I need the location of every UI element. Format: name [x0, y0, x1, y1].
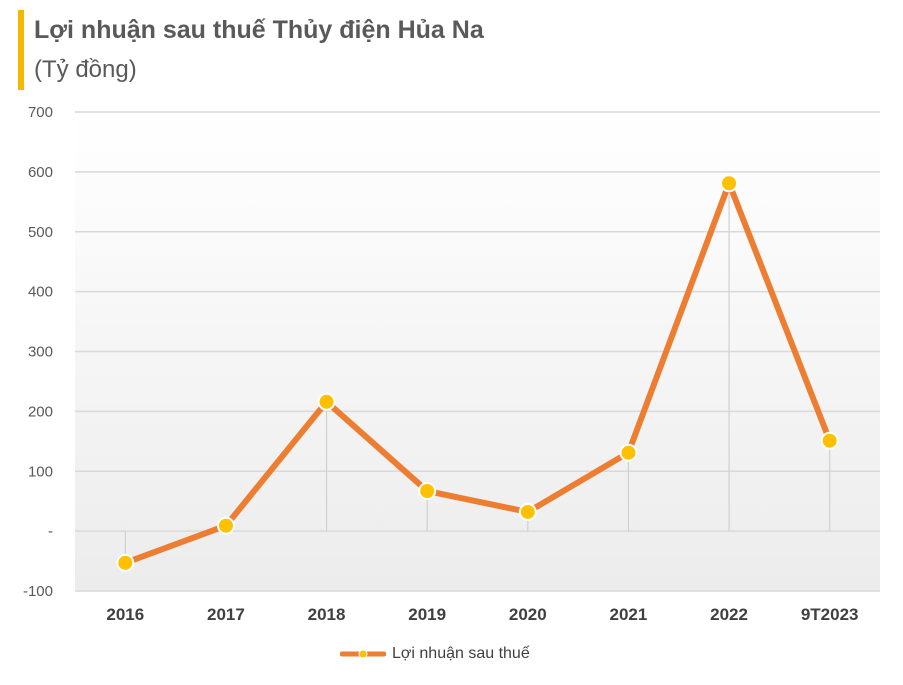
y-tick-label: 600: [28, 164, 53, 181]
y-tick-label: 100: [28, 463, 53, 480]
y-tick-label: -100: [23, 583, 53, 600]
data-point: [720, 174, 739, 193]
data-point: [619, 443, 638, 462]
x-tick-label: 2016: [106, 605, 144, 624]
legend-label: Lợi nhuận sau thuế: [392, 645, 530, 662]
y-tick-label: 400: [28, 284, 53, 301]
y-tick-label: -: [48, 523, 53, 540]
x-tick-label: 9T2023: [801, 605, 859, 624]
chart-title: Lợi nhuận sau thuế Thủy điện Hủa Na: [34, 16, 484, 44]
x-tick-label: 2021: [610, 605, 648, 624]
title-accent-bar: [18, 10, 24, 90]
chart-subtitle: (Tỷ đồng): [34, 56, 137, 83]
data-point: [116, 553, 135, 572]
y-tick-label: 500: [28, 224, 53, 241]
data-point: [518, 502, 537, 521]
y-tick-label: 200: [28, 403, 53, 420]
x-tick-label: 2020: [509, 605, 547, 624]
y-tick-label: 300: [28, 344, 53, 361]
data-point: [820, 431, 839, 450]
data-point: [317, 392, 336, 411]
data-point: [418, 482, 437, 501]
series-line: [122, 180, 833, 566]
x-tick-label: 2017: [207, 605, 245, 624]
legend: Lợi nhuận sau thuế: [340, 645, 530, 663]
y-tick-label: 700: [28, 104, 53, 121]
x-tick-label: 2019: [408, 605, 446, 624]
x-tick-label: 2022: [710, 605, 748, 624]
data-point: [216, 516, 235, 535]
legend-line-marker-icon: [340, 649, 386, 659]
x-tick-label: 2018: [308, 605, 346, 624]
